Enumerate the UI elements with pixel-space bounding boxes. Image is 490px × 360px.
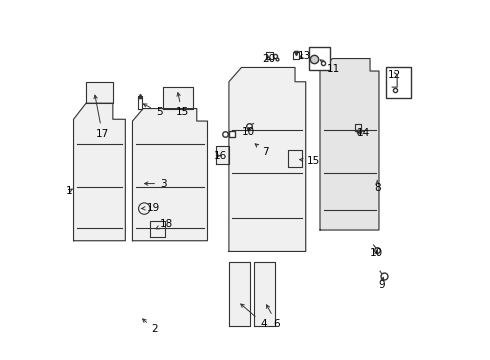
- Polygon shape: [288, 150, 302, 167]
- Text: 14: 14: [356, 128, 369, 138]
- Text: 5: 5: [144, 104, 162, 117]
- Polygon shape: [320, 59, 379, 230]
- Text: 20: 20: [262, 54, 275, 64]
- Polygon shape: [229, 262, 250, 327]
- Text: 2: 2: [143, 319, 158, 334]
- Text: 7: 7: [255, 144, 269, 157]
- Circle shape: [139, 203, 150, 214]
- Text: 6: 6: [267, 305, 280, 329]
- Bar: [309, 47, 330, 70]
- Polygon shape: [217, 146, 229, 164]
- Polygon shape: [86, 82, 113, 103]
- Text: 9: 9: [378, 277, 385, 291]
- Polygon shape: [132, 109, 207, 241]
- Text: 1: 1: [66, 186, 73, 196]
- Text: 15: 15: [175, 93, 189, 117]
- Polygon shape: [254, 262, 275, 327]
- Text: 10: 10: [370, 248, 383, 258]
- Text: 17: 17: [94, 95, 109, 139]
- Text: 10: 10: [242, 127, 255, 137]
- Bar: [387, 67, 412, 98]
- Text: 19: 19: [141, 203, 160, 213]
- Polygon shape: [229, 67, 306, 251]
- Text: 3: 3: [145, 179, 167, 189]
- Text: 11: 11: [320, 60, 340, 73]
- Text: 13: 13: [298, 51, 311, 61]
- Text: 4: 4: [241, 304, 267, 329]
- Text: 12: 12: [388, 69, 401, 80]
- Polygon shape: [163, 87, 193, 109]
- Polygon shape: [150, 221, 165, 237]
- Text: 18: 18: [156, 219, 173, 229]
- Polygon shape: [74, 103, 125, 241]
- Text: 16: 16: [214, 151, 227, 161]
- Text: 15: 15: [300, 157, 319, 166]
- Text: 8: 8: [374, 180, 381, 193]
